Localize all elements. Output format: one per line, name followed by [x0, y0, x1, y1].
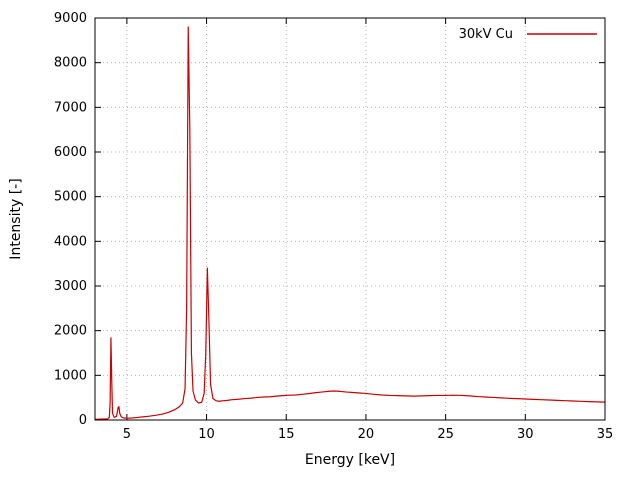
x-tick-label: 25: [437, 427, 454, 442]
data-series: [94, 26, 606, 420]
y-tick-label: 3000: [54, 279, 87, 294]
x-axis-label: Energy [keV]: [305, 452, 395, 468]
y-tick-label: 2000: [54, 324, 87, 339]
y-tick-label: 5000: [54, 190, 87, 205]
y-tick-label: 9000: [54, 11, 87, 26]
y-tick-label: 6000: [54, 145, 87, 160]
x-tick-label: 35: [597, 427, 614, 442]
tick-labels: 5 10 15 20 25 30 35 0 1000 2000 3000 4000 5000 6000 70…: [54, 11, 613, 442]
grid-lines: [95, 17, 606, 420]
y-tick-label: 0: [79, 413, 87, 428]
y-tick-label: 8000: [54, 56, 87, 71]
plot-border: [94, 17, 606, 421]
x-tick-label: 10: [198, 427, 215, 442]
y-tick-label: 1000: [54, 368, 87, 383]
y-tick-label: 4000: [54, 234, 87, 249]
x-tick-label: 30: [517, 427, 534, 442]
y-axis-label: Intensity [-]: [8, 178, 24, 259]
series-line-30kv-cu: [94, 26, 606, 420]
axis-ticks: [95, 17, 606, 421]
y-tick-label: 7000: [54, 100, 87, 115]
x-tick-label: 20: [358, 427, 375, 442]
x-tick-label: 15: [278, 427, 295, 442]
legend-label: 30kV Cu: [459, 27, 513, 42]
x-tick-label: 5: [123, 427, 131, 442]
